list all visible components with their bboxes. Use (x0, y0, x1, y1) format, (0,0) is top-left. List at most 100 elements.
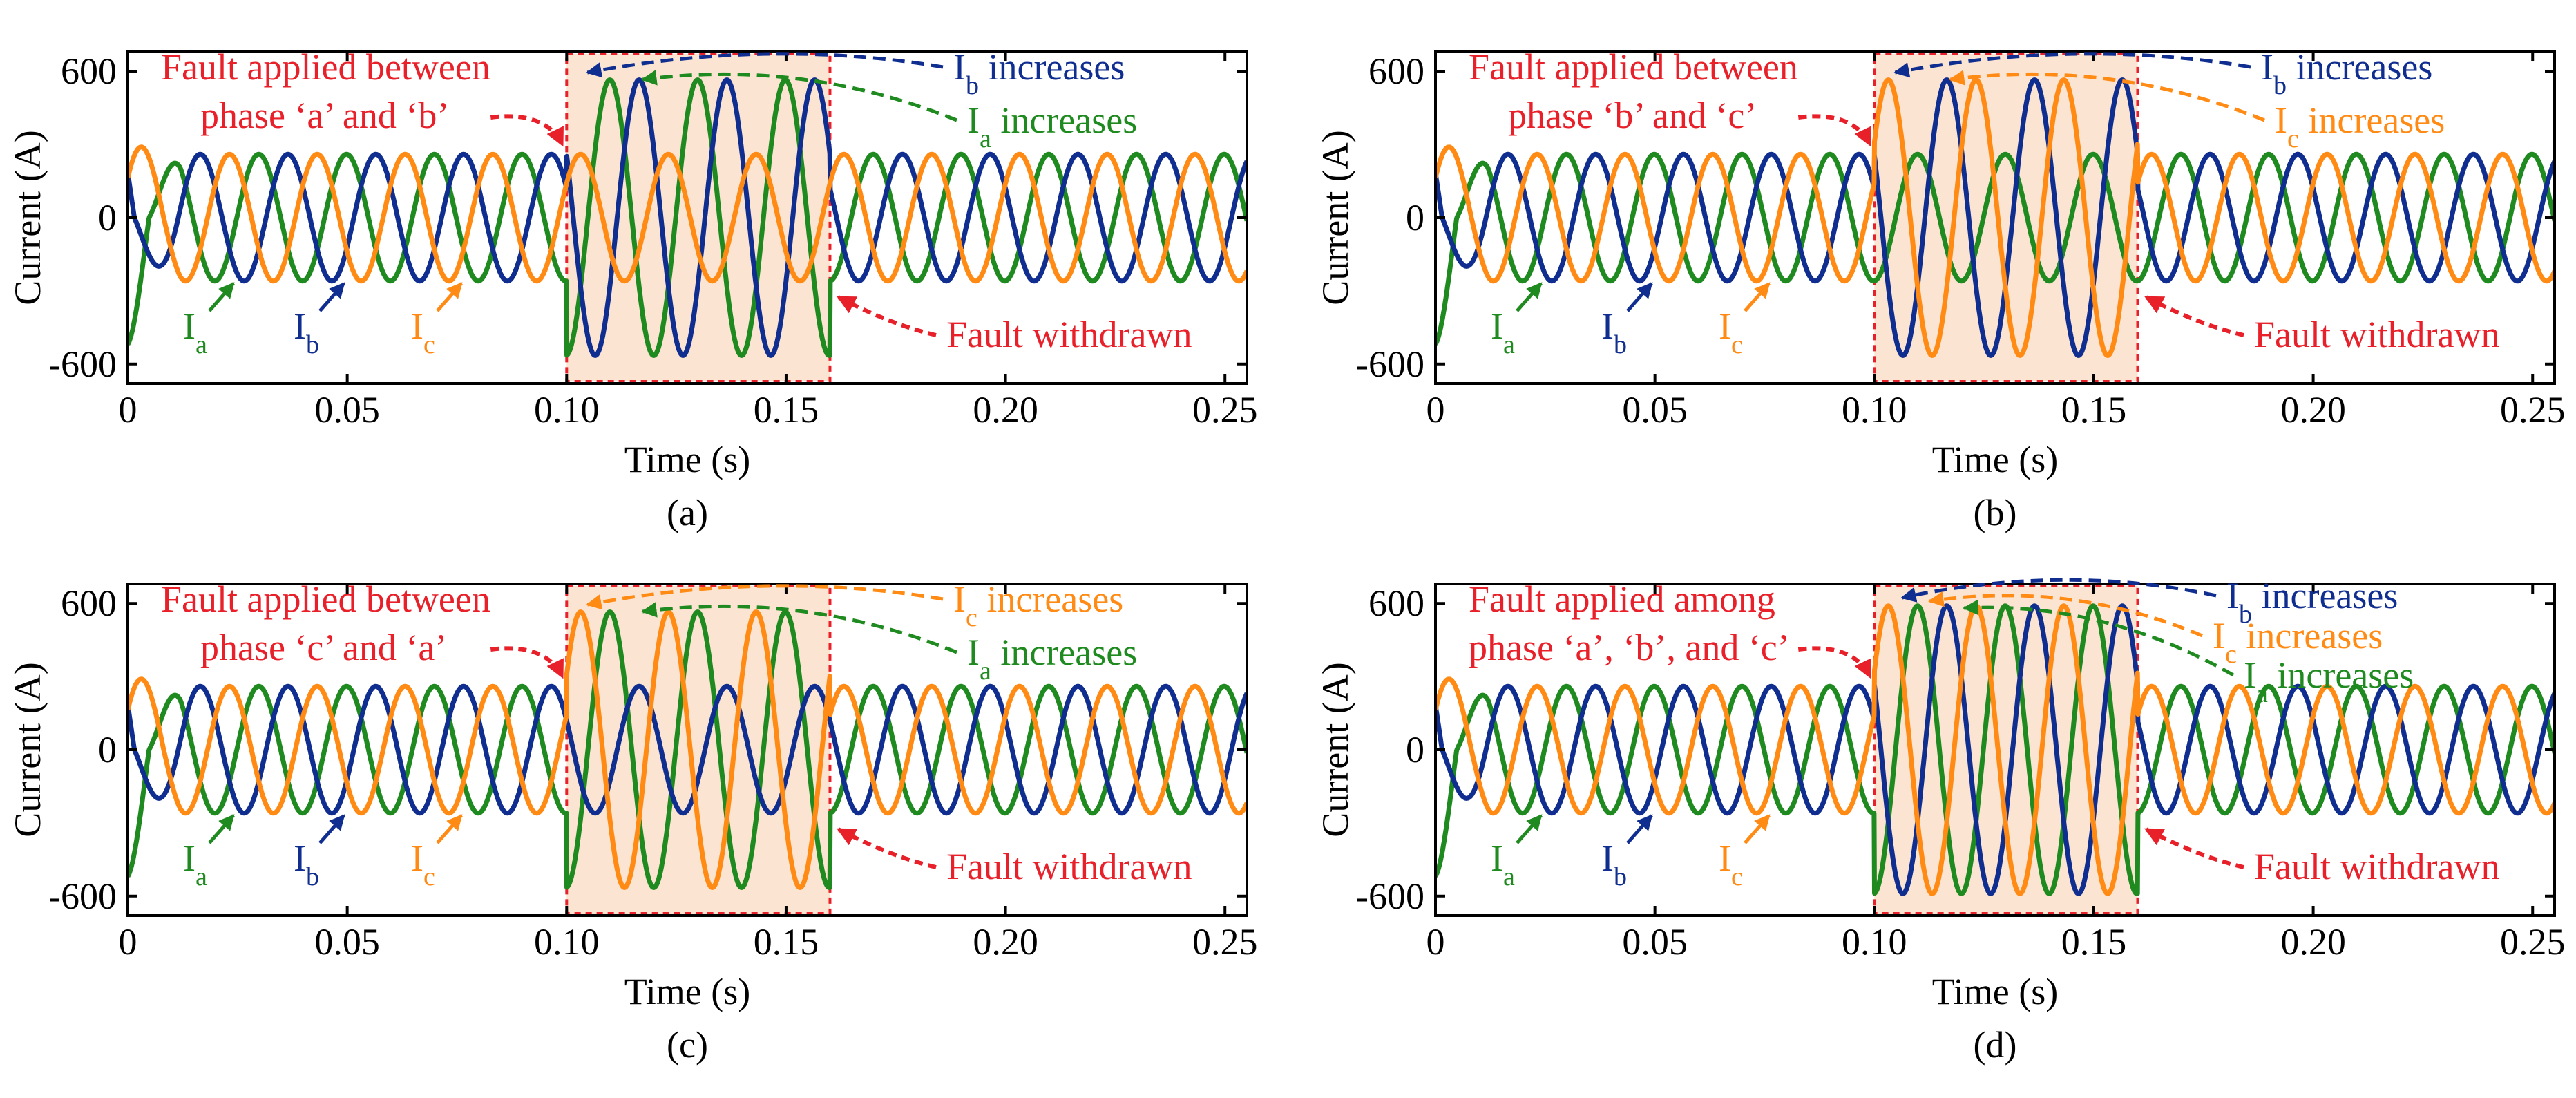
phase-label-a: Ia (1491, 305, 1515, 359)
increase-label-c: Ic increases (2275, 100, 2445, 153)
x-tick-label: 0.25 (2500, 389, 2566, 430)
x-tick-label: 0.25 (1192, 921, 1258, 963)
phase-label-c: Ic (1719, 837, 1743, 891)
series-Ic-line (1435, 77, 2555, 358)
x-tick-label: 0.25 (1192, 389, 1258, 430)
y-axis-label: Current (A) (1315, 662, 1356, 837)
series-Ib-line (128, 683, 1247, 816)
fault-withdrawn-arrow (837, 295, 937, 337)
x-tick-label: 0 (119, 921, 137, 963)
fault-withdrawn-text: Fault withdrawn (946, 846, 1192, 887)
series-Ic-line (128, 609, 1247, 890)
increase-label-b: Ib increases (953, 46, 1125, 100)
x-tick-label: 0.15 (754, 921, 819, 963)
x-tick-label: 0 (1427, 921, 1445, 963)
x-tick-label: 0.20 (2280, 921, 2346, 963)
y-tick-label: 600 (61, 583, 117, 624)
x-tick-label: 0.15 (754, 389, 819, 430)
series-Ib-line (128, 77, 1247, 358)
fault-applied-text-line1: Fault applied between (161, 578, 490, 620)
increase-label-c: Ic increases (2213, 615, 2383, 669)
x-tick-label: 0.05 (1622, 921, 1688, 963)
fault-withdrawn-text: Fault withdrawn (946, 314, 1192, 355)
fault-applied-text-line1: Fault applied between (161, 46, 490, 88)
phase-arrow-b (318, 814, 345, 844)
y-tick-label: 600 (61, 50, 117, 92)
increase-arrow-c (586, 584, 944, 610)
x-axis-label: Time (s) (1932, 439, 2059, 480)
y-tick-label: 600 (1368, 50, 1424, 92)
fault-withdrawn-arrow (2144, 827, 2244, 869)
x-tick-label: 0.05 (1622, 389, 1688, 430)
phase-arrow-a (208, 814, 235, 844)
phase-label-a: Ia (1491, 837, 1515, 891)
series-Ia-line (128, 77, 1247, 358)
x-tick-label: 0.15 (2061, 921, 2127, 963)
x-axis-label: Time (s) (1932, 971, 2059, 1012)
phase-arrow-b (318, 282, 345, 312)
x-tick-label: 0.15 (2061, 389, 2127, 430)
y-tick-label: 0 (98, 197, 117, 238)
phase-arrow-b (1626, 282, 1653, 312)
fault-applied-text-line1: Fault applied between (1469, 46, 1798, 88)
increase-arrow-a (641, 70, 957, 122)
phase-arrow-c (436, 282, 463, 312)
x-tick-label: 0.10 (534, 389, 600, 430)
increase-arrow-a (1963, 599, 2235, 677)
fault-applied-arrow (490, 114, 564, 147)
fault-applied-text-line1: Fault applied among (1469, 578, 1775, 620)
fault-applied-text-line2: phase ‘a’ and ‘b’ (200, 95, 449, 136)
panel-label: (d) (1974, 1024, 2017, 1066)
series-Ib-line (1435, 77, 2555, 358)
x-tick-label: 0.05 (314, 389, 380, 430)
phase-arrow-b (1626, 814, 1653, 844)
phase-arrow-a (1516, 282, 1543, 312)
series-Ia-line (1435, 603, 2555, 896)
fault-window-box (565, 53, 832, 383)
increase-arrow-b (1893, 52, 2251, 78)
x-tick-label: 0.05 (314, 921, 380, 963)
increase-label-a: Ia increases (967, 100, 1137, 153)
y-tick-label: 600 (1368, 583, 1424, 624)
increase-arrow-c (1949, 70, 2265, 122)
phase-label-a: Ia (183, 837, 207, 891)
phase-arrow-c (1744, 282, 1771, 312)
increase-label-a: Ia increases (2244, 654, 2414, 708)
phase-arrow-c (436, 814, 463, 844)
fault-withdrawn-arrow (2144, 295, 2244, 337)
y-axis-label: Current (A) (1315, 130, 1356, 305)
phase-arrow-c (1744, 814, 1771, 844)
x-axis-label: Time (s) (624, 439, 751, 480)
fault-withdrawn-text: Fault withdrawn (2254, 314, 2499, 355)
increase-label-b: Ib increases (2226, 575, 2398, 629)
x-axis-label: Time (s) (624, 971, 751, 1012)
fault-applied-arrow (1797, 114, 1872, 147)
panel-label: (b) (1974, 492, 2017, 533)
fault-window-box (565, 585, 832, 915)
x-tick-label: 0 (1427, 389, 1445, 430)
x-tick-label: 0 (119, 389, 137, 430)
y-tick-label: -600 (1356, 875, 1424, 917)
phase-label-b: Ib (1601, 305, 1627, 359)
phase-label-c: Ic (411, 305, 435, 359)
fault-applied-arrow (490, 646, 564, 679)
fault-window-box (1873, 53, 2139, 383)
phase-label-a: Ia (183, 305, 207, 359)
y-tick-label: 0 (1406, 197, 1424, 238)
y-tick-label: 0 (98, 729, 117, 770)
panel-label: (c) (667, 1024, 708, 1066)
fault-withdrawn-text: Fault withdrawn (2254, 846, 2499, 887)
fault-applied-text-line2: phase ‘c’ and ‘a’ (200, 627, 447, 668)
x-tick-label: 0.20 (973, 389, 1038, 430)
increase-arrow-a (641, 602, 957, 654)
fault-applied-text-line2: phase ‘a’, ‘b’, and ‘c’ (1469, 627, 1790, 668)
x-tick-label: 0.10 (1842, 921, 1907, 963)
y-axis-label: Current (A) (7, 130, 48, 305)
phase-label-b: Ib (294, 305, 319, 359)
phase-arrow-a (1516, 814, 1543, 844)
x-tick-label: 0.20 (973, 921, 1038, 963)
increase-label-c: Ic increases (953, 578, 1123, 632)
